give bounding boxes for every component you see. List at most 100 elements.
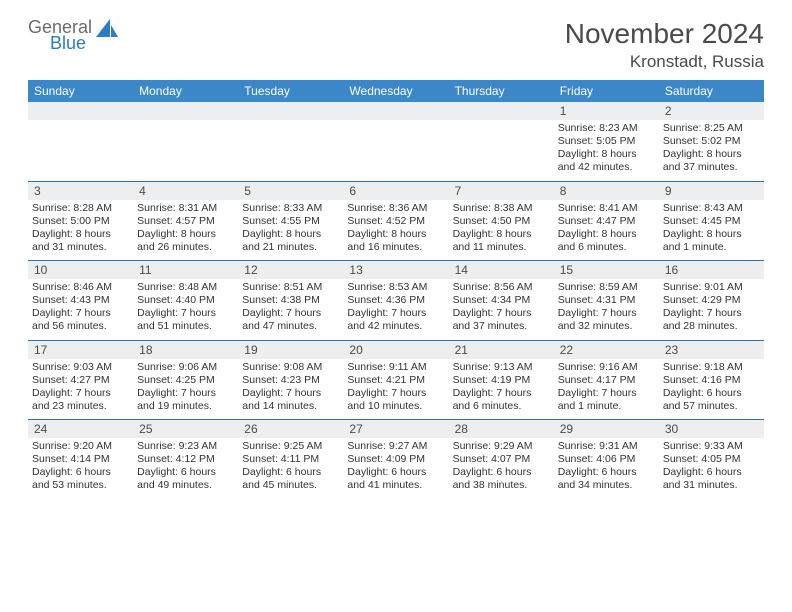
day-number: 8 (554, 182, 659, 200)
day-info-line: Daylight: 6 hours and 41 minutes. (347, 466, 444, 492)
day-content: Sunrise: 8:31 AMSunset: 4:57 PMDaylight:… (133, 200, 238, 261)
day-content: Sunrise: 8:59 AMSunset: 4:31 PMDaylight:… (554, 279, 659, 340)
day-content: Sunrise: 8:43 AMSunset: 4:45 PMDaylight:… (659, 200, 764, 261)
day-number: 12 (238, 261, 343, 279)
day-content: Sunrise: 8:41 AMSunset: 4:47 PMDaylight:… (554, 200, 659, 261)
day-info-line: Sunrise: 8:53 AM (347, 281, 444, 294)
calendar-day-cell: 17Sunrise: 9:03 AMSunset: 4:27 PMDayligh… (28, 340, 133, 420)
day-info-line: Daylight: 6 hours and 31 minutes. (663, 466, 760, 492)
weekday-header: Tuesday (238, 80, 343, 102)
day-number: 3 (28, 182, 133, 200)
calendar-day-cell: 29Sunrise: 9:31 AMSunset: 4:06 PMDayligh… (554, 420, 659, 499)
day-info-line: Daylight: 7 hours and 37 minutes. (453, 307, 550, 333)
day-number (238, 102, 343, 120)
day-content: Sunrise: 9:08 AMSunset: 4:23 PMDaylight:… (238, 359, 343, 420)
calendar-day-cell: 18Sunrise: 9:06 AMSunset: 4:25 PMDayligh… (133, 340, 238, 420)
day-info-line: Sunset: 4:17 PM (558, 374, 655, 387)
day-info-line: Daylight: 8 hours and 42 minutes. (558, 148, 655, 174)
day-info-line: Sunset: 4:40 PM (137, 294, 234, 307)
day-info-line: Sunset: 4:14 PM (32, 453, 129, 466)
day-info-line: Daylight: 8 hours and 21 minutes. (242, 228, 339, 254)
logo-text: General Blue (28, 18, 92, 52)
day-info-line: Daylight: 7 hours and 56 minutes. (32, 307, 129, 333)
calendar-day-cell: 14Sunrise: 8:56 AMSunset: 4:34 PMDayligh… (449, 261, 554, 341)
day-content (133, 120, 238, 178)
calendar-day-cell: 30Sunrise: 9:33 AMSunset: 4:05 PMDayligh… (659, 420, 764, 499)
day-number: 29 (554, 420, 659, 438)
day-content: Sunrise: 8:38 AMSunset: 4:50 PMDaylight:… (449, 200, 554, 261)
day-info-line: Sunset: 4:11 PM (242, 453, 339, 466)
day-info-line: Sunset: 4:25 PM (137, 374, 234, 387)
day-info-line: Daylight: 6 hours and 53 minutes. (32, 466, 129, 492)
day-number: 10 (28, 261, 133, 279)
day-number: 23 (659, 341, 764, 359)
day-info-line: Daylight: 7 hours and 10 minutes. (347, 387, 444, 413)
day-number (343, 102, 448, 120)
day-info-line: Sunset: 4:16 PM (663, 374, 760, 387)
day-number: 25 (133, 420, 238, 438)
calendar-day-cell: 1Sunrise: 8:23 AMSunset: 5:05 PMDaylight… (554, 102, 659, 181)
day-info-line: Sunset: 4:34 PM (453, 294, 550, 307)
calendar-page: General Blue November 2024 Kronstadt, Ru… (0, 0, 792, 519)
calendar-week-row: 1Sunrise: 8:23 AMSunset: 5:05 PMDaylight… (28, 102, 764, 181)
day-info-line: Sunset: 4:19 PM (453, 374, 550, 387)
day-info-line: Daylight: 7 hours and 23 minutes. (32, 387, 129, 413)
day-number: 13 (343, 261, 448, 279)
day-content (343, 120, 448, 178)
day-number: 20 (343, 341, 448, 359)
day-content: Sunrise: 9:23 AMSunset: 4:12 PMDaylight:… (133, 438, 238, 499)
title-block: November 2024 Kronstadt, Russia (565, 18, 764, 72)
day-content: Sunrise: 8:33 AMSunset: 4:55 PMDaylight:… (238, 200, 343, 261)
calendar-day-cell: 15Sunrise: 8:59 AMSunset: 4:31 PMDayligh… (554, 261, 659, 341)
day-info-line: Sunrise: 9:29 AM (453, 440, 550, 453)
day-info-line: Daylight: 6 hours and 57 minutes. (663, 387, 760, 413)
day-info-line: Sunrise: 9:06 AM (137, 361, 234, 374)
day-info-line: Sunrise: 9:08 AM (242, 361, 339, 374)
calendar-day-cell: 9Sunrise: 8:43 AMSunset: 4:45 PMDaylight… (659, 181, 764, 261)
weekday-header: Sunday (28, 80, 133, 102)
day-info-line: Sunrise: 9:11 AM (347, 361, 444, 374)
day-info-line: Sunset: 5:05 PM (558, 135, 655, 148)
day-content: Sunrise: 9:33 AMSunset: 4:05 PMDaylight:… (659, 438, 764, 499)
day-content: Sunrise: 8:56 AMSunset: 4:34 PMDaylight:… (449, 279, 554, 340)
day-content: Sunrise: 9:01 AMSunset: 4:29 PMDaylight:… (659, 279, 764, 340)
weekday-header: Monday (133, 80, 238, 102)
day-info-line: Sunset: 4:45 PM (663, 215, 760, 228)
day-info-line: Sunrise: 8:25 AM (663, 122, 760, 135)
day-number: 14 (449, 261, 554, 279)
day-info-line: Daylight: 7 hours and 19 minutes. (137, 387, 234, 413)
day-number (28, 102, 133, 120)
day-content: Sunrise: 9:16 AMSunset: 4:17 PMDaylight:… (554, 359, 659, 420)
day-number: 9 (659, 182, 764, 200)
day-info-line: Sunset: 4:52 PM (347, 215, 444, 228)
day-content: Sunrise: 9:13 AMSunset: 4:19 PMDaylight:… (449, 359, 554, 420)
day-info-line: Sunrise: 8:48 AM (137, 281, 234, 294)
day-number: 30 (659, 420, 764, 438)
day-info-line: Daylight: 6 hours and 49 minutes. (137, 466, 234, 492)
calendar-table: SundayMondayTuesdayWednesdayThursdayFrid… (28, 80, 764, 499)
day-number: 5 (238, 182, 343, 200)
calendar-day-cell: 7Sunrise: 8:38 AMSunset: 4:50 PMDaylight… (449, 181, 554, 261)
day-info-line: Sunrise: 9:27 AM (347, 440, 444, 453)
day-content: Sunrise: 9:20 AMSunset: 4:14 PMDaylight:… (28, 438, 133, 499)
day-number: 6 (343, 182, 448, 200)
day-info-line: Daylight: 7 hours and 1 minute. (558, 387, 655, 413)
day-info-line: Sunset: 4:57 PM (137, 215, 234, 228)
day-info-line: Sunrise: 8:59 AM (558, 281, 655, 294)
day-number: 26 (238, 420, 343, 438)
day-info-line: Daylight: 8 hours and 16 minutes. (347, 228, 444, 254)
day-content: Sunrise: 9:11 AMSunset: 4:21 PMDaylight:… (343, 359, 448, 420)
calendar-day-cell (133, 102, 238, 181)
day-number: 16 (659, 261, 764, 279)
calendar-day-cell: 26Sunrise: 9:25 AMSunset: 4:11 PMDayligh… (238, 420, 343, 499)
calendar-day-cell: 11Sunrise: 8:48 AMSunset: 4:40 PMDayligh… (133, 261, 238, 341)
calendar-day-cell: 22Sunrise: 9:16 AMSunset: 4:17 PMDayligh… (554, 340, 659, 420)
day-info-line: Sunset: 4:12 PM (137, 453, 234, 466)
day-info-line: Sunset: 4:09 PM (347, 453, 444, 466)
calendar-week-row: 3Sunrise: 8:28 AMSunset: 5:00 PMDaylight… (28, 181, 764, 261)
day-info-line: Daylight: 8 hours and 6 minutes. (558, 228, 655, 254)
day-info-line: Sunrise: 8:56 AM (453, 281, 550, 294)
day-info-line: Sunset: 4:38 PM (242, 294, 339, 307)
day-info-line: Daylight: 7 hours and 32 minutes. (558, 307, 655, 333)
day-content: Sunrise: 8:48 AMSunset: 4:40 PMDaylight:… (133, 279, 238, 340)
